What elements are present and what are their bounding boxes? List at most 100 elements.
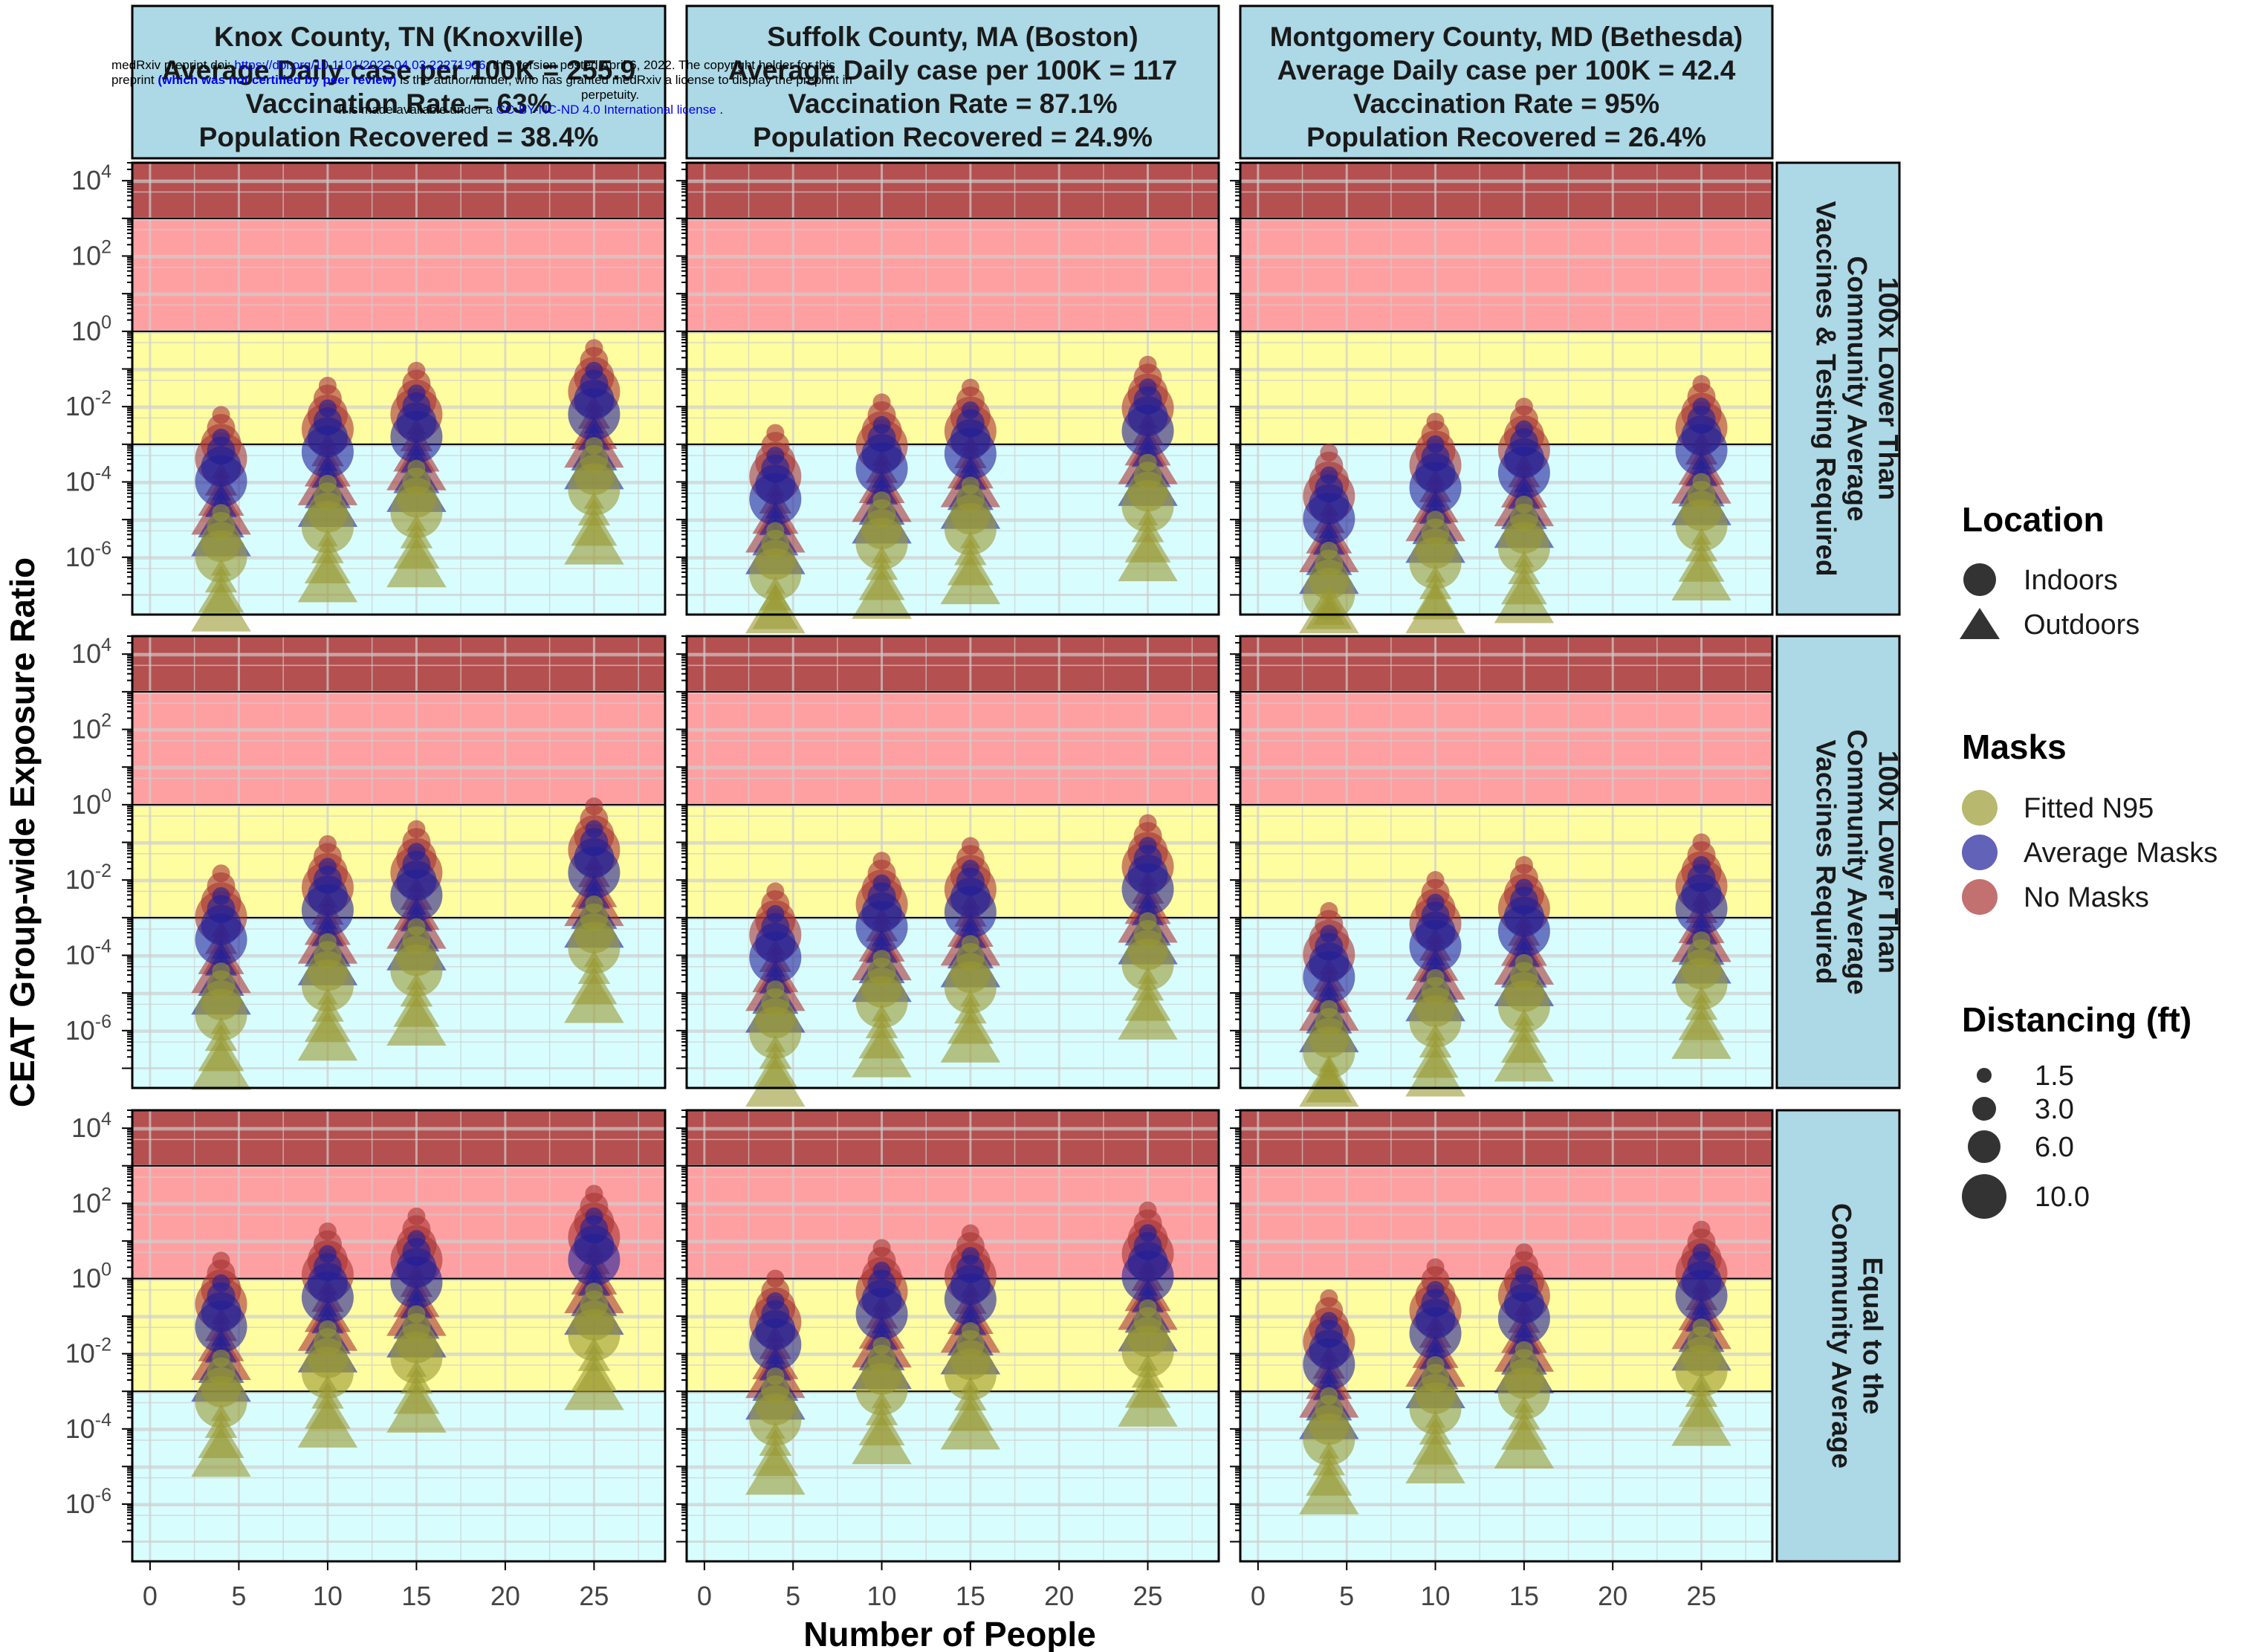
point-indoors-fitted-n95-n15-d10 (1497, 522, 1550, 574)
point-indoors-fitted-n95-n25-d10 (1121, 938, 1174, 991)
risk-band-3 (132, 691, 665, 805)
point-indoors-fitted-n95-n25-d10 (1121, 1325, 1174, 1378)
point-indoors-average-masks-n10-d10 (1409, 1307, 1462, 1360)
point-indoors-average-masks-n4-d10 (195, 1300, 247, 1353)
panel-r2-c3 (1230, 635, 1774, 1107)
x-tick-label: 0 (1251, 1581, 1266, 1611)
point-indoors-average-masks-n10-d10 (301, 1271, 354, 1324)
point-indoors-average-masks-n10-d10 (855, 901, 908, 953)
x-tick-label: 25 (1687, 1581, 1717, 1611)
point-outdoors-fitted-n95-n4-d10 (745, 583, 806, 634)
point-outdoors-fitted-n95-n25-d10 (1671, 1009, 1731, 1059)
point-indoors-average-masks-n4-d10 (1303, 493, 1355, 545)
point-outdoors-fitted-n95-n10-d10 (852, 1414, 912, 1465)
x-tick-label: 15 (401, 1581, 431, 1611)
panel-r3-c3 (1230, 1109, 1774, 1570)
y-tick-label: 10-4 (65, 1410, 111, 1444)
x-axis-title: Number of People (803, 1615, 1096, 1652)
point-indoors-fitted-n95-n15-d10 (944, 502, 997, 555)
point-indoors-fitted-n95-n15-d10 (390, 945, 443, 997)
point-indoors-fitted-n95-n15-d10 (390, 486, 443, 539)
legend-distancing-3.0-symbol (1972, 1097, 1996, 1121)
point-indoors-fitted-n95-n10-d10 (301, 1347, 354, 1399)
data-marks (745, 814, 1178, 1107)
point-outdoors-fitted-n95-n10-d10 (1405, 1434, 1465, 1484)
y-tick-label: 10-6 (65, 1011, 111, 1046)
strips-layer: Knox County, TN (Knoxville)Average Daily… (131, 4, 1904, 1563)
point-indoors-fitted-n95-n25-d10 (568, 463, 621, 516)
point-outdoors-fitted-n95-n15-d10 (1494, 1419, 1555, 1469)
point-indoors-average-masks-n15-d10 (944, 1273, 997, 1326)
legend-mask-average-masks-label: Average Masks (2024, 838, 2218, 869)
point-indoors-fitted-n95-n15-d10 (1497, 980, 1550, 1033)
point-indoors-average-masks-n15-d10 (944, 427, 997, 480)
strip-stat: Vaccination Rate = 95% (1353, 88, 1659, 119)
row-strip-label: Community Average (1842, 256, 1873, 521)
point-outdoors-fitted-n95-n10-d10 (852, 569, 912, 619)
watermark-line-4: It is made available under a CC-BY-NC-ND… (338, 103, 723, 117)
point-indoors-fitted-n95-n10-d10 (1409, 1382, 1462, 1435)
y-tick-label: 10-2 (65, 861, 111, 895)
point-outdoors-fitted-n95-n4-d10 (191, 582, 251, 632)
y-tick-label: 102 (71, 237, 111, 271)
point-indoors-average-masks-n15-d10 (390, 1256, 443, 1309)
strip-background (131, 4, 667, 160)
point-outdoors-fitted-n95-n25-d10 (564, 1360, 624, 1410)
x-tick-label: 5 (1339, 1581, 1354, 1611)
point-indoors-average-masks-n25-d10 (1675, 882, 1728, 935)
y-tick-label: 102 (71, 710, 111, 745)
point-outdoors-fitted-n95-n4-d10 (191, 1040, 251, 1090)
risk-band-4 (132, 1110, 665, 1166)
data-marks (191, 339, 624, 632)
x-tick-label: 0 (697, 1581, 712, 1611)
y-tick-label: 10-2 (65, 1335, 111, 1369)
point-outdoors-fitted-n95-n15-d10 (1494, 574, 1555, 623)
point-indoors-fitted-n95-n10-d10 (1409, 537, 1462, 589)
row-strip-label: Community Average (1842, 729, 1873, 994)
legend-mask-no-masks-symbol (1962, 879, 1998, 915)
y-tick-label: 104 (71, 1109, 111, 1143)
legend-distancing-10.0-label: 10.0 (2035, 1182, 2090, 1213)
x-tick-label: 5 (785, 1581, 800, 1611)
y-tick-label: 10-4 (65, 463, 111, 497)
point-outdoors-fitted-n95-n4-d10 (745, 1057, 806, 1107)
point-indoors-average-masks-n4-d10 (749, 473, 802, 525)
legend-outdoors-label: Outdoors (2024, 609, 2139, 641)
risk-band-3 (132, 218, 665, 331)
legend-distancing-1.5-symbol (1977, 1068, 1992, 1083)
legend-mask-fitted-n95-symbol (1962, 790, 1998, 826)
point-outdoors-fitted-n95-n25-d10 (1118, 531, 1178, 582)
panel-r2-c1 (122, 635, 667, 1090)
x-tick-label: 20 (1044, 1581, 1074, 1611)
point-indoors-average-masks-n10-d10 (855, 442, 908, 495)
point-indoors-fitted-n95-n10-d10 (855, 517, 908, 570)
row-strip-label: 100x Lower Than (1873, 751, 1904, 974)
point-indoors-average-masks-n10-d10 (855, 1288, 908, 1341)
point-indoors-fitted-n95-n10-d10 (301, 501, 354, 554)
point-indoors-average-masks-n25-d10 (568, 1234, 621, 1286)
x-tick-label: 10 (313, 1581, 343, 1611)
point-indoors-average-masks-n15-d10 (390, 869, 443, 921)
strip-background (685, 4, 1220, 160)
data-marks (1299, 375, 1731, 634)
strip-stat: Population Recovered = 38.4% (199, 122, 599, 152)
point-outdoors-fitted-n95-n15-d10 (386, 1383, 447, 1433)
point-outdoors-fitted-n95-n10-d10 (297, 1398, 358, 1448)
legend-indoors-label: Indoors (2024, 565, 2118, 596)
point-indoors-fitted-n95-n25-d10 (1675, 957, 1728, 1010)
strip-background (1239, 4, 1774, 160)
point-indoors-fitted-n95-n4-d10 (195, 1376, 247, 1428)
x-tick-label: 20 (490, 1581, 520, 1611)
axes-layer: 10-610-410-210010210410-610-410-21001021… (65, 161, 1717, 1611)
point-outdoors-fitted-n95-n4-d10 (745, 1445, 806, 1495)
point-outdoors-fitted-n95-n25-d10 (1671, 551, 1731, 601)
x-tick-label: 5 (231, 1581, 246, 1611)
strip-background (1775, 635, 1901, 1089)
point-indoors-average-masks-n15-d10 (1497, 447, 1550, 499)
point-outdoors-fitted-n95-n15-d10 (940, 1013, 1001, 1063)
strip-stat: Average Daily case per 100K = 42.4 (1277, 55, 1736, 85)
y-tick-label: 10-6 (65, 1485, 111, 1519)
watermark-line-3: perpetuity. (581, 88, 639, 102)
